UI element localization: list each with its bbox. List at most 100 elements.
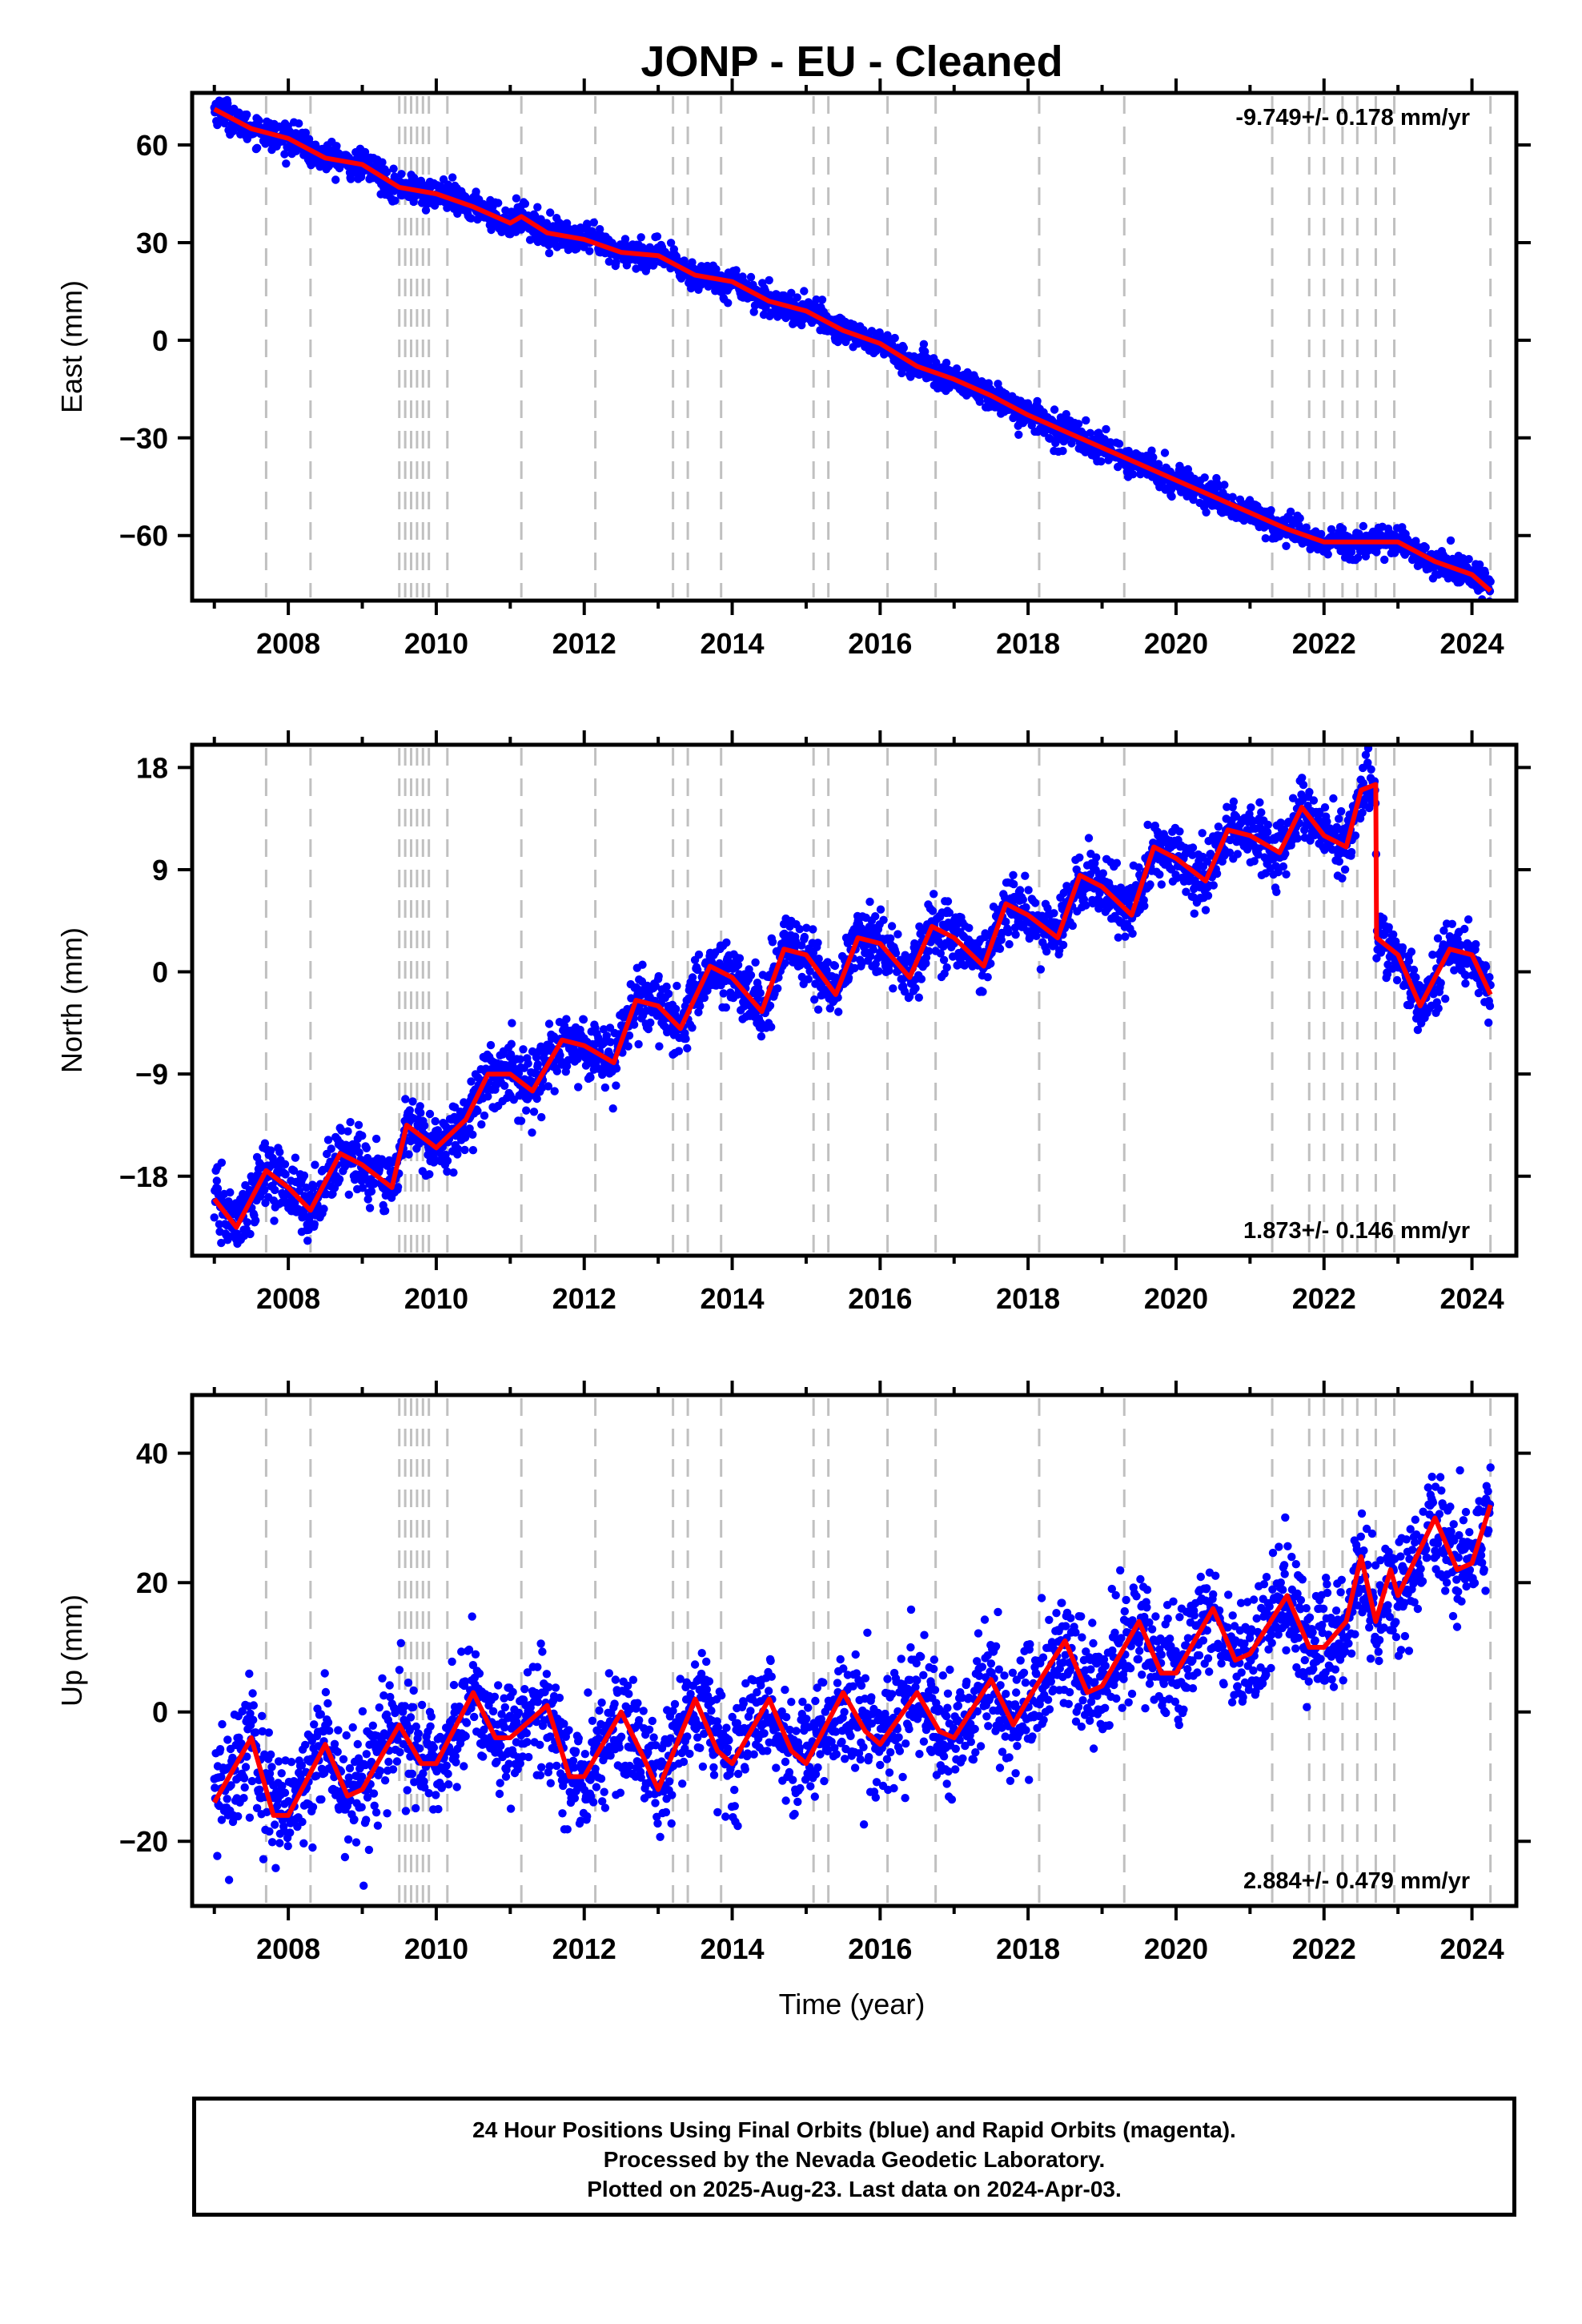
- data-point: [1018, 895, 1028, 904]
- data-point: [528, 1128, 536, 1137]
- data-point: [484, 1092, 492, 1101]
- data-point: [323, 1136, 333, 1144]
- data-point: [844, 973, 853, 983]
- data-point: [1157, 880, 1166, 889]
- data-point: [1323, 550, 1332, 559]
- data-point: [1033, 396, 1042, 406]
- data-point: [310, 1220, 319, 1228]
- data-point: [289, 1166, 299, 1176]
- data-point: [1295, 514, 1304, 523]
- data-point: [1327, 525, 1336, 534]
- data-point: [696, 1002, 705, 1011]
- data-point: [830, 961, 840, 971]
- data-point: [354, 1120, 363, 1130]
- data-point: [1155, 870, 1164, 879]
- data-point: [1255, 798, 1264, 807]
- data-point: [550, 1087, 559, 1096]
- data-point: [1182, 887, 1191, 896]
- data-point: [1114, 440, 1124, 448]
- data-point: [1316, 529, 1326, 539]
- data-point: [620, 235, 630, 243]
- data-point: [243, 1218, 251, 1227]
- data-point: [757, 1032, 766, 1041]
- data-point: [680, 256, 689, 265]
- data-point: [666, 239, 676, 247]
- data-point: [606, 1038, 615, 1047]
- data-point: [712, 265, 721, 274]
- data-point: [212, 1176, 221, 1185]
- data-point: [914, 993, 924, 1002]
- data-point: [1140, 902, 1149, 911]
- data-point: [930, 890, 938, 899]
- data-point: [246, 1229, 255, 1239]
- data-point: [1030, 899, 1040, 907]
- data-point: [1086, 428, 1095, 437]
- data-point: [1143, 820, 1152, 830]
- data-point: [814, 955, 823, 963]
- data-point: [405, 1106, 414, 1115]
- data-point: [945, 908, 954, 918]
- data-point: [352, 1141, 361, 1151]
- data-point: [1209, 881, 1219, 890]
- data-point: [472, 187, 480, 196]
- data-point: [1272, 887, 1281, 897]
- data-point: [524, 1059, 532, 1068]
- y-tick-label: −60: [119, 520, 168, 553]
- data-point: [1121, 932, 1130, 941]
- data-point: [602, 1031, 611, 1040]
- data-point: [646, 1018, 655, 1027]
- data-point: [885, 966, 893, 975]
- data-point: [389, 164, 398, 173]
- data-point: [536, 215, 545, 223]
- data-point: [749, 308, 758, 316]
- data-point: [1261, 534, 1271, 543]
- data-point: [280, 1160, 290, 1169]
- data-point: [215, 1220, 224, 1228]
- data-point: [823, 958, 832, 967]
- data-point: [813, 939, 822, 947]
- data-point: [1263, 828, 1272, 837]
- data-point: [781, 959, 789, 967]
- data-point: [358, 1132, 367, 1140]
- data-point: [1160, 448, 1170, 457]
- data-point: [594, 1033, 603, 1043]
- data-point: [337, 1126, 346, 1136]
- data-point: [649, 260, 658, 269]
- data-point: [1058, 940, 1068, 950]
- data-point: [404, 1150, 413, 1159]
- data-point: [932, 358, 941, 367]
- data-point: [544, 1019, 554, 1028]
- data-point: [343, 1127, 352, 1136]
- data-point: [1146, 880, 1154, 889]
- y-tick-label: 30: [136, 227, 168, 259]
- data-point: [1102, 424, 1110, 434]
- data-point: [1097, 457, 1106, 466]
- x-tick-label: 2012: [552, 627, 616, 660]
- data-point: [793, 293, 801, 302]
- data-point: [507, 1039, 516, 1048]
- data-point: [391, 196, 400, 205]
- x-tick-label: 2020: [1144, 627, 1208, 660]
- data-point: [1338, 525, 1347, 533]
- data-point: [303, 1236, 312, 1245]
- data-point: [1484, 601, 1492, 609]
- data-point: [1257, 808, 1266, 817]
- data-point: [693, 965, 702, 975]
- data-point: [1212, 869, 1222, 879]
- data-point: [805, 967, 814, 976]
- data-point: [681, 1035, 690, 1043]
- data-point: [694, 950, 704, 959]
- data-point: [1082, 416, 1090, 425]
- x-tick-label: 2018: [996, 627, 1060, 660]
- x-tick-label: 2014: [700, 627, 764, 660]
- data-point: [574, 1083, 583, 1092]
- data-point: [1005, 939, 1014, 949]
- data-point: [516, 1116, 526, 1125]
- data-point: [683, 1043, 692, 1053]
- data-point: [897, 368, 906, 378]
- data-point: [651, 982, 661, 991]
- data-point: [448, 173, 457, 182]
- data-point: [335, 1175, 344, 1184]
- data-point: [309, 1181, 318, 1191]
